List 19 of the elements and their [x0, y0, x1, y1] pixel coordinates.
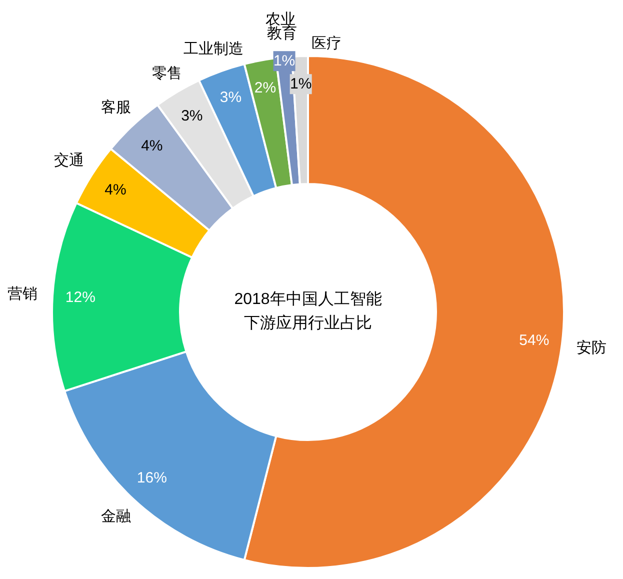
slice-label: 工业制造 — [183, 40, 244, 58]
data-label: 2% — [254, 80, 276, 97]
slice-label: 安防 — [576, 339, 607, 356]
data-label: 3% — [220, 88, 242, 106]
data-label: 4% — [141, 137, 163, 154]
text: 2018年中国人工智能下游应用行业占比 — [233, 290, 383, 334]
slice-label: 营销 — [8, 286, 38, 303]
slice-label: 交通 — [54, 152, 84, 169]
data-label: 4% — [104, 181, 126, 198]
data-label: 12% — [65, 289, 96, 306]
data-label: 1% — [273, 52, 296, 70]
slice-label: 医疗 — [312, 35, 342, 52]
data-label: 54% — [519, 332, 550, 350]
slice-label: 金融 — [101, 508, 132, 525]
data-label: 3% — [181, 107, 203, 124]
slice-label: 客服 — [101, 99, 132, 116]
data-label: 16% — [136, 470, 167, 487]
data-label: 1% — [290, 76, 312, 93]
slice-label: 零售 — [152, 64, 182, 82]
